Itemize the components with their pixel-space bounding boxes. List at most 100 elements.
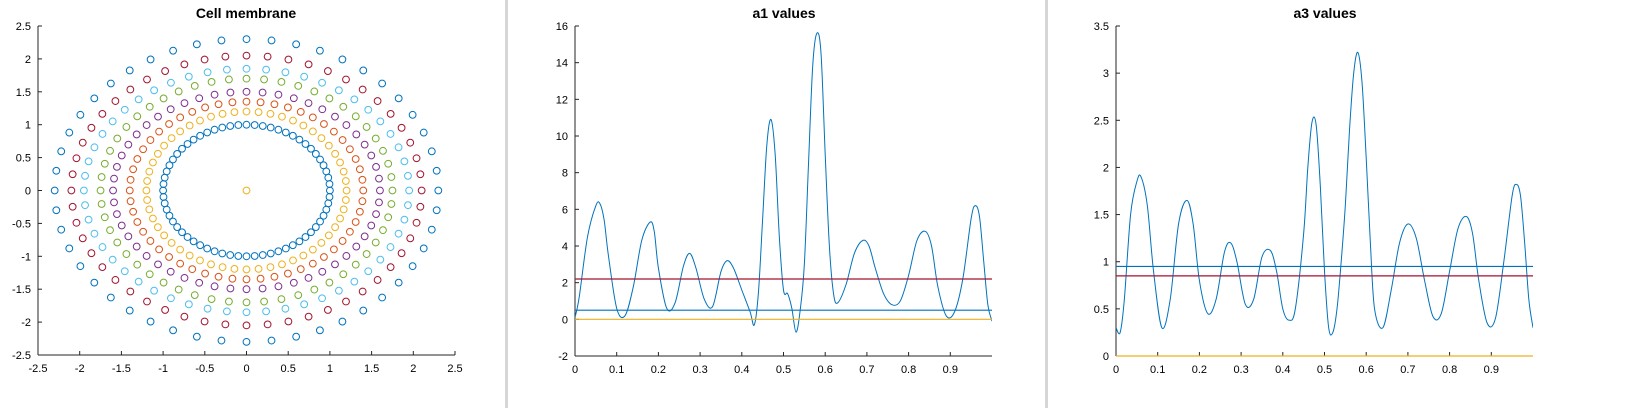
scatter-point xyxy=(65,244,74,253)
scatter-point xyxy=(281,128,290,137)
scatter-point xyxy=(289,116,297,125)
scatter-point xyxy=(339,270,348,279)
scatter-point xyxy=(200,317,209,326)
scatter-point xyxy=(400,157,409,166)
scatter-point xyxy=(281,244,290,253)
scatter-point xyxy=(351,155,360,163)
scatter-point xyxy=(336,158,344,167)
scatter-point xyxy=(319,161,328,170)
scatter-point xyxy=(150,286,159,295)
scatter-point xyxy=(242,186,251,195)
scatter-point xyxy=(149,158,157,167)
scatter-point xyxy=(242,120,251,129)
scatter-point xyxy=(178,144,186,153)
scatter-point xyxy=(133,112,142,121)
x-tick-label: 2.5 xyxy=(447,363,462,375)
x-tick-label: 0 xyxy=(243,363,249,375)
scatter-point xyxy=(167,238,176,247)
x-tick-label: 0 xyxy=(572,364,578,376)
scatter-point xyxy=(308,245,317,254)
series-line xyxy=(575,32,992,333)
scatter-point xyxy=(165,120,173,128)
y-tick-label: 3.5 xyxy=(1094,21,1109,33)
scatter-point xyxy=(173,150,182,158)
scatter-point xyxy=(203,304,212,313)
scatter-point xyxy=(225,75,233,84)
chart-title: a1 values xyxy=(752,5,815,21)
scatter-point xyxy=(125,186,134,195)
y-tick-label: 2 xyxy=(562,278,568,290)
scatter-point xyxy=(106,226,114,235)
x-tick-label: 0.4 xyxy=(734,364,749,376)
plot-area xyxy=(575,26,992,356)
scatter-point xyxy=(373,97,382,105)
scatter-point xyxy=(329,127,338,136)
scatter-point xyxy=(386,130,395,138)
scatter-point xyxy=(331,260,339,269)
scatter-point xyxy=(117,221,126,230)
scatter-point xyxy=(311,150,320,158)
scatter-point xyxy=(254,264,263,273)
scatter-point xyxy=(304,273,313,282)
scatter-point xyxy=(408,110,417,119)
scatter-point xyxy=(386,263,395,272)
scatter-point xyxy=(358,175,367,184)
scatter-point xyxy=(146,136,155,144)
scatter-point xyxy=(242,64,251,73)
y-tick-label: -2.5 xyxy=(12,350,31,362)
scatter-point xyxy=(100,213,109,222)
scatter-point xyxy=(155,127,164,136)
scatter-point xyxy=(334,86,343,95)
scatter-point xyxy=(284,269,292,278)
scatter-point xyxy=(174,87,183,96)
scatter-point xyxy=(242,51,251,60)
scatter-point xyxy=(318,105,327,114)
scatter-point xyxy=(161,306,170,314)
scatter-point xyxy=(78,234,87,243)
scatter-point xyxy=(242,275,251,284)
scatter-point xyxy=(125,66,134,75)
scatter-point xyxy=(87,249,96,258)
scatter-point xyxy=(142,121,151,129)
scatter-point xyxy=(316,155,324,164)
scatter-point xyxy=(242,35,251,44)
scatter-point xyxy=(143,297,151,306)
y-tick-label: 8 xyxy=(562,168,568,180)
scatter-point xyxy=(301,140,310,148)
scatter-point xyxy=(176,113,185,122)
scatter-point xyxy=(375,174,383,183)
scatter-point xyxy=(372,210,380,219)
scatter-point xyxy=(339,167,348,176)
y-tick-label: 0.5 xyxy=(1094,304,1109,316)
y-tick-label: 1 xyxy=(1103,257,1109,269)
x-tick-label: 0.1 xyxy=(1150,364,1165,376)
scatter-point xyxy=(242,265,251,274)
scatter-point xyxy=(122,250,131,258)
scatter-point xyxy=(242,107,251,116)
x-tick-label: 0.8 xyxy=(1442,364,1457,376)
scatter-point xyxy=(79,186,88,195)
scatter-point xyxy=(111,276,120,284)
window-separator xyxy=(1045,0,1048,408)
y-tick-label: 2 xyxy=(1103,162,1109,174)
scatter-point xyxy=(180,273,189,282)
y-tick-label: 2.5 xyxy=(1094,115,1109,127)
scatter-point xyxy=(339,205,348,214)
scatter-point xyxy=(100,159,109,168)
scatter-point xyxy=(295,237,304,246)
scatter-point xyxy=(417,186,426,195)
scatter-point xyxy=(379,146,387,155)
scatter-point xyxy=(289,278,298,287)
scatter-point xyxy=(195,278,204,287)
scatter-point xyxy=(78,138,87,147)
scatter-point xyxy=(294,82,303,90)
scatter-point xyxy=(96,186,105,195)
y-tick-label: 2 xyxy=(25,54,31,66)
scatter-point xyxy=(260,75,268,84)
scatter-point xyxy=(218,249,227,258)
y-tick-label: 0 xyxy=(25,186,31,198)
scatter-point xyxy=(339,102,348,111)
scatter-point xyxy=(210,247,219,256)
scatter-point xyxy=(84,215,93,224)
x-tick-label: 0.8 xyxy=(901,364,916,376)
